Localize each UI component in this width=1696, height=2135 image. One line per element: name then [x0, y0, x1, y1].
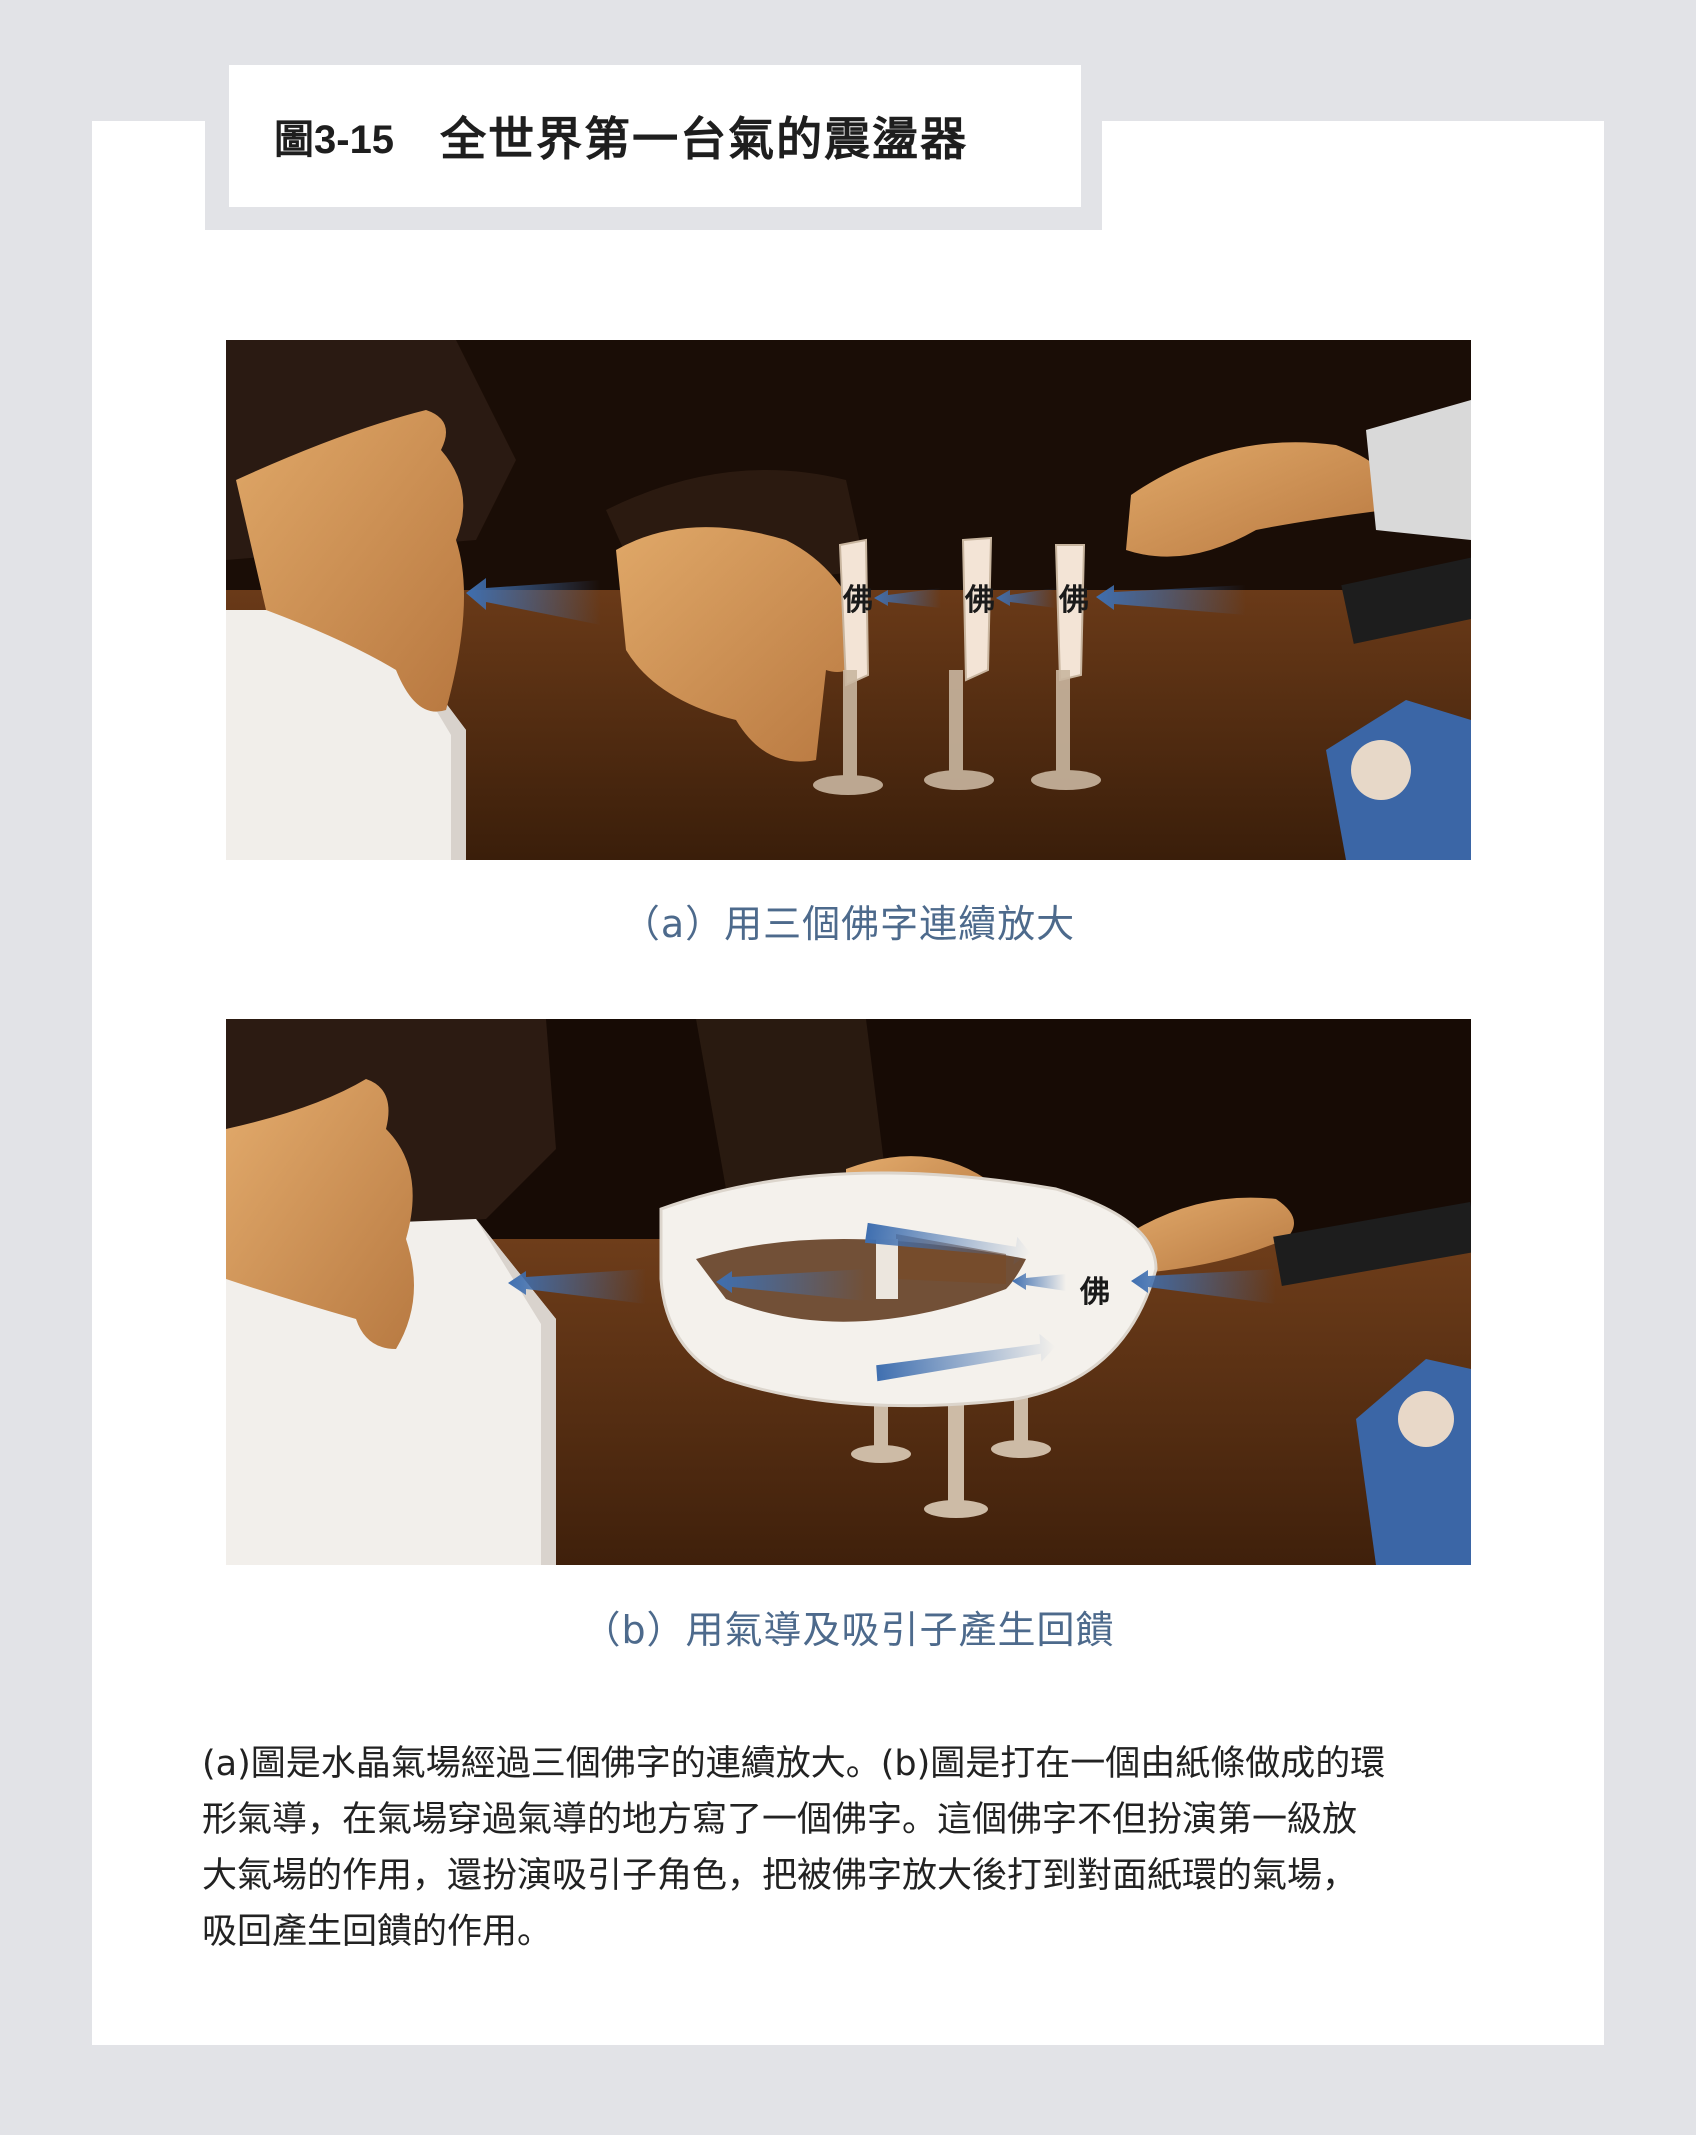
- description-line: (a)圖是水晶氣場經過三個佛字的連續放大。(b)圖是打在一個由紙條做成的環: [202, 1744, 1386, 1784]
- description-line: 吸回產生回饋的作用。: [202, 1912, 553, 1952]
- caption-b: （b）用氣導及吸引子產生回饋: [582, 1608, 1115, 1652]
- photo-b: 佛: [226, 1019, 1471, 1565]
- figure-number: 圖3-15: [274, 118, 395, 162]
- panel-a-label-2: 佛: [964, 583, 995, 618]
- figure-title-box: 圖3-15 全世界第一台氣的震盪器: [229, 65, 1081, 207]
- panel-a-label-1: 佛: [842, 583, 873, 618]
- figure-description: (a)圖是水晶氣場經過三個佛字的連續放大。(b)圖是打在一個由紙條做成的環 形氣…: [202, 1736, 1502, 1960]
- figure-title: 全世界第一台氣的震盪器: [440, 112, 969, 166]
- photo-b-image: 佛: [226, 1019, 1471, 1565]
- description-line: 形氣導，在氣場穿過氣導的地方寫了一個佛字。這個佛字不但扮演第一級放: [202, 1800, 1358, 1840]
- caption-a: （a）用三個佛字連續放大: [621, 902, 1076, 946]
- photo-a-image: 佛 佛 佛: [226, 340, 1471, 860]
- description-line: 大氣場的作用，還扮演吸引子角色，把被佛字放大後打到對面紙環的氣場，: [202, 1856, 1358, 1896]
- panel-a-label-3: 佛: [1058, 583, 1089, 618]
- panel-b-label: 佛: [1079, 1275, 1110, 1310]
- photo-a: 佛 佛 佛: [226, 340, 1471, 860]
